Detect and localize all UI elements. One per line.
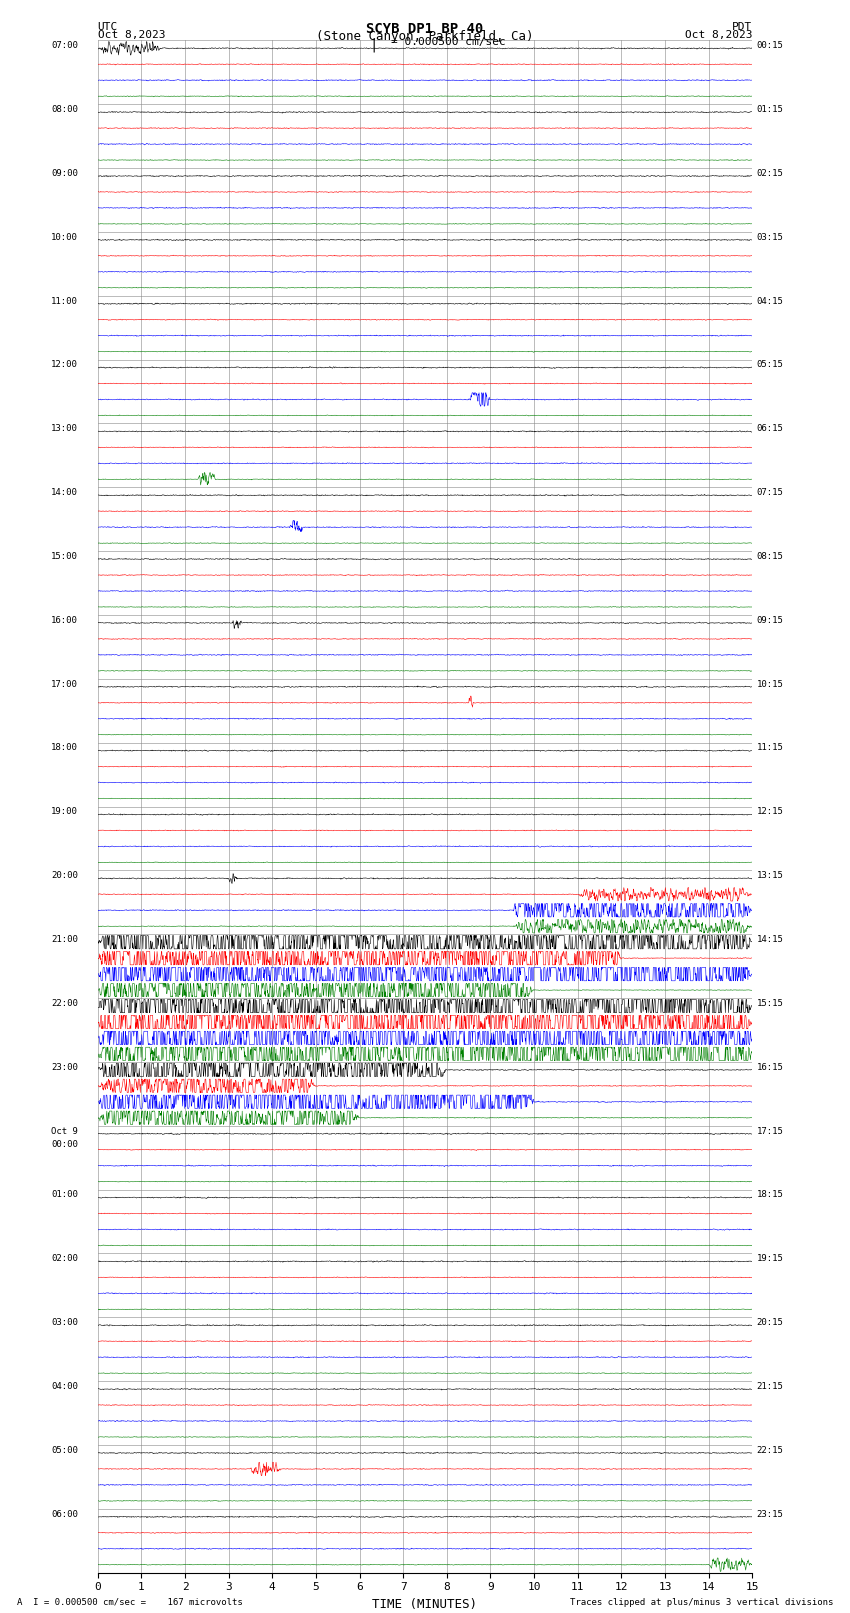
Text: 15:00: 15:00: [51, 552, 78, 561]
Text: 13:15: 13:15: [756, 871, 784, 881]
Text: 18:00: 18:00: [51, 744, 78, 752]
Text: 05:00: 05:00: [51, 1445, 78, 1455]
Text: Oct 8,2023: Oct 8,2023: [98, 31, 165, 40]
Text: 09:00: 09:00: [51, 169, 78, 177]
X-axis label: TIME (MINUTES): TIME (MINUTES): [372, 1598, 478, 1611]
Text: 07:00: 07:00: [51, 40, 78, 50]
Text: 13:00: 13:00: [51, 424, 78, 434]
Text: 11:00: 11:00: [51, 297, 78, 305]
Text: 10:00: 10:00: [51, 232, 78, 242]
Text: 17:00: 17:00: [51, 679, 78, 689]
Text: 01:00: 01:00: [51, 1190, 78, 1200]
Text: |: |: [370, 37, 378, 52]
Text: 12:15: 12:15: [756, 806, 784, 816]
Text: 00:15: 00:15: [756, 40, 784, 50]
Text: 03:15: 03:15: [756, 232, 784, 242]
Text: 14:00: 14:00: [51, 489, 78, 497]
Text: 20:00: 20:00: [51, 871, 78, 881]
Text: 07:15: 07:15: [756, 489, 784, 497]
Text: A  I = 0.000500 cm/sec =    167 microvolts: A I = 0.000500 cm/sec = 167 microvolts: [17, 1597, 243, 1607]
Text: Oct 8,2023: Oct 8,2023: [685, 31, 752, 40]
Text: 19:15: 19:15: [756, 1255, 784, 1263]
Text: SCYB DP1 BP 40: SCYB DP1 BP 40: [366, 23, 484, 35]
Text: 05:15: 05:15: [756, 360, 784, 369]
Text: 02:15: 02:15: [756, 169, 784, 177]
Text: 18:15: 18:15: [756, 1190, 784, 1200]
Text: 16:15: 16:15: [756, 1063, 784, 1071]
Text: 02:00: 02:00: [51, 1255, 78, 1263]
Text: 08:15: 08:15: [756, 552, 784, 561]
Text: 21:15: 21:15: [756, 1382, 784, 1390]
Text: 22:00: 22:00: [51, 998, 78, 1008]
Text: UTC: UTC: [98, 23, 118, 32]
Text: 06:00: 06:00: [51, 1510, 78, 1518]
Text: 16:00: 16:00: [51, 616, 78, 624]
Text: 20:15: 20:15: [756, 1318, 784, 1327]
Text: 14:15: 14:15: [756, 936, 784, 944]
Text: 12:00: 12:00: [51, 360, 78, 369]
Text: = 0.000500 cm/sec: = 0.000500 cm/sec: [391, 37, 506, 47]
Text: (Stone Canyon, Parkfield, Ca): (Stone Canyon, Parkfield, Ca): [316, 31, 534, 44]
Text: 04:00: 04:00: [51, 1382, 78, 1390]
Text: 15:15: 15:15: [756, 998, 784, 1008]
Text: 10:15: 10:15: [756, 679, 784, 689]
Text: 09:15: 09:15: [756, 616, 784, 624]
Text: 11:15: 11:15: [756, 744, 784, 752]
Text: 17:15: 17:15: [756, 1126, 784, 1136]
Text: 19:00: 19:00: [51, 806, 78, 816]
Text: 21:00: 21:00: [51, 936, 78, 944]
Text: Traces clipped at plus/minus 3 vertical divisions: Traces clipped at plus/minus 3 vertical …: [570, 1597, 833, 1607]
Text: 01:15: 01:15: [756, 105, 784, 115]
Text: 03:00: 03:00: [51, 1318, 78, 1327]
Text: 04:15: 04:15: [756, 297, 784, 305]
Text: Oct 9: Oct 9: [51, 1126, 78, 1136]
Text: 23:00: 23:00: [51, 1063, 78, 1071]
Text: 00:00: 00:00: [51, 1140, 78, 1148]
Text: 22:15: 22:15: [756, 1445, 784, 1455]
Text: 08:00: 08:00: [51, 105, 78, 115]
Text: PDT: PDT: [732, 23, 752, 32]
Text: 06:15: 06:15: [756, 424, 784, 434]
Text: 23:15: 23:15: [756, 1510, 784, 1518]
